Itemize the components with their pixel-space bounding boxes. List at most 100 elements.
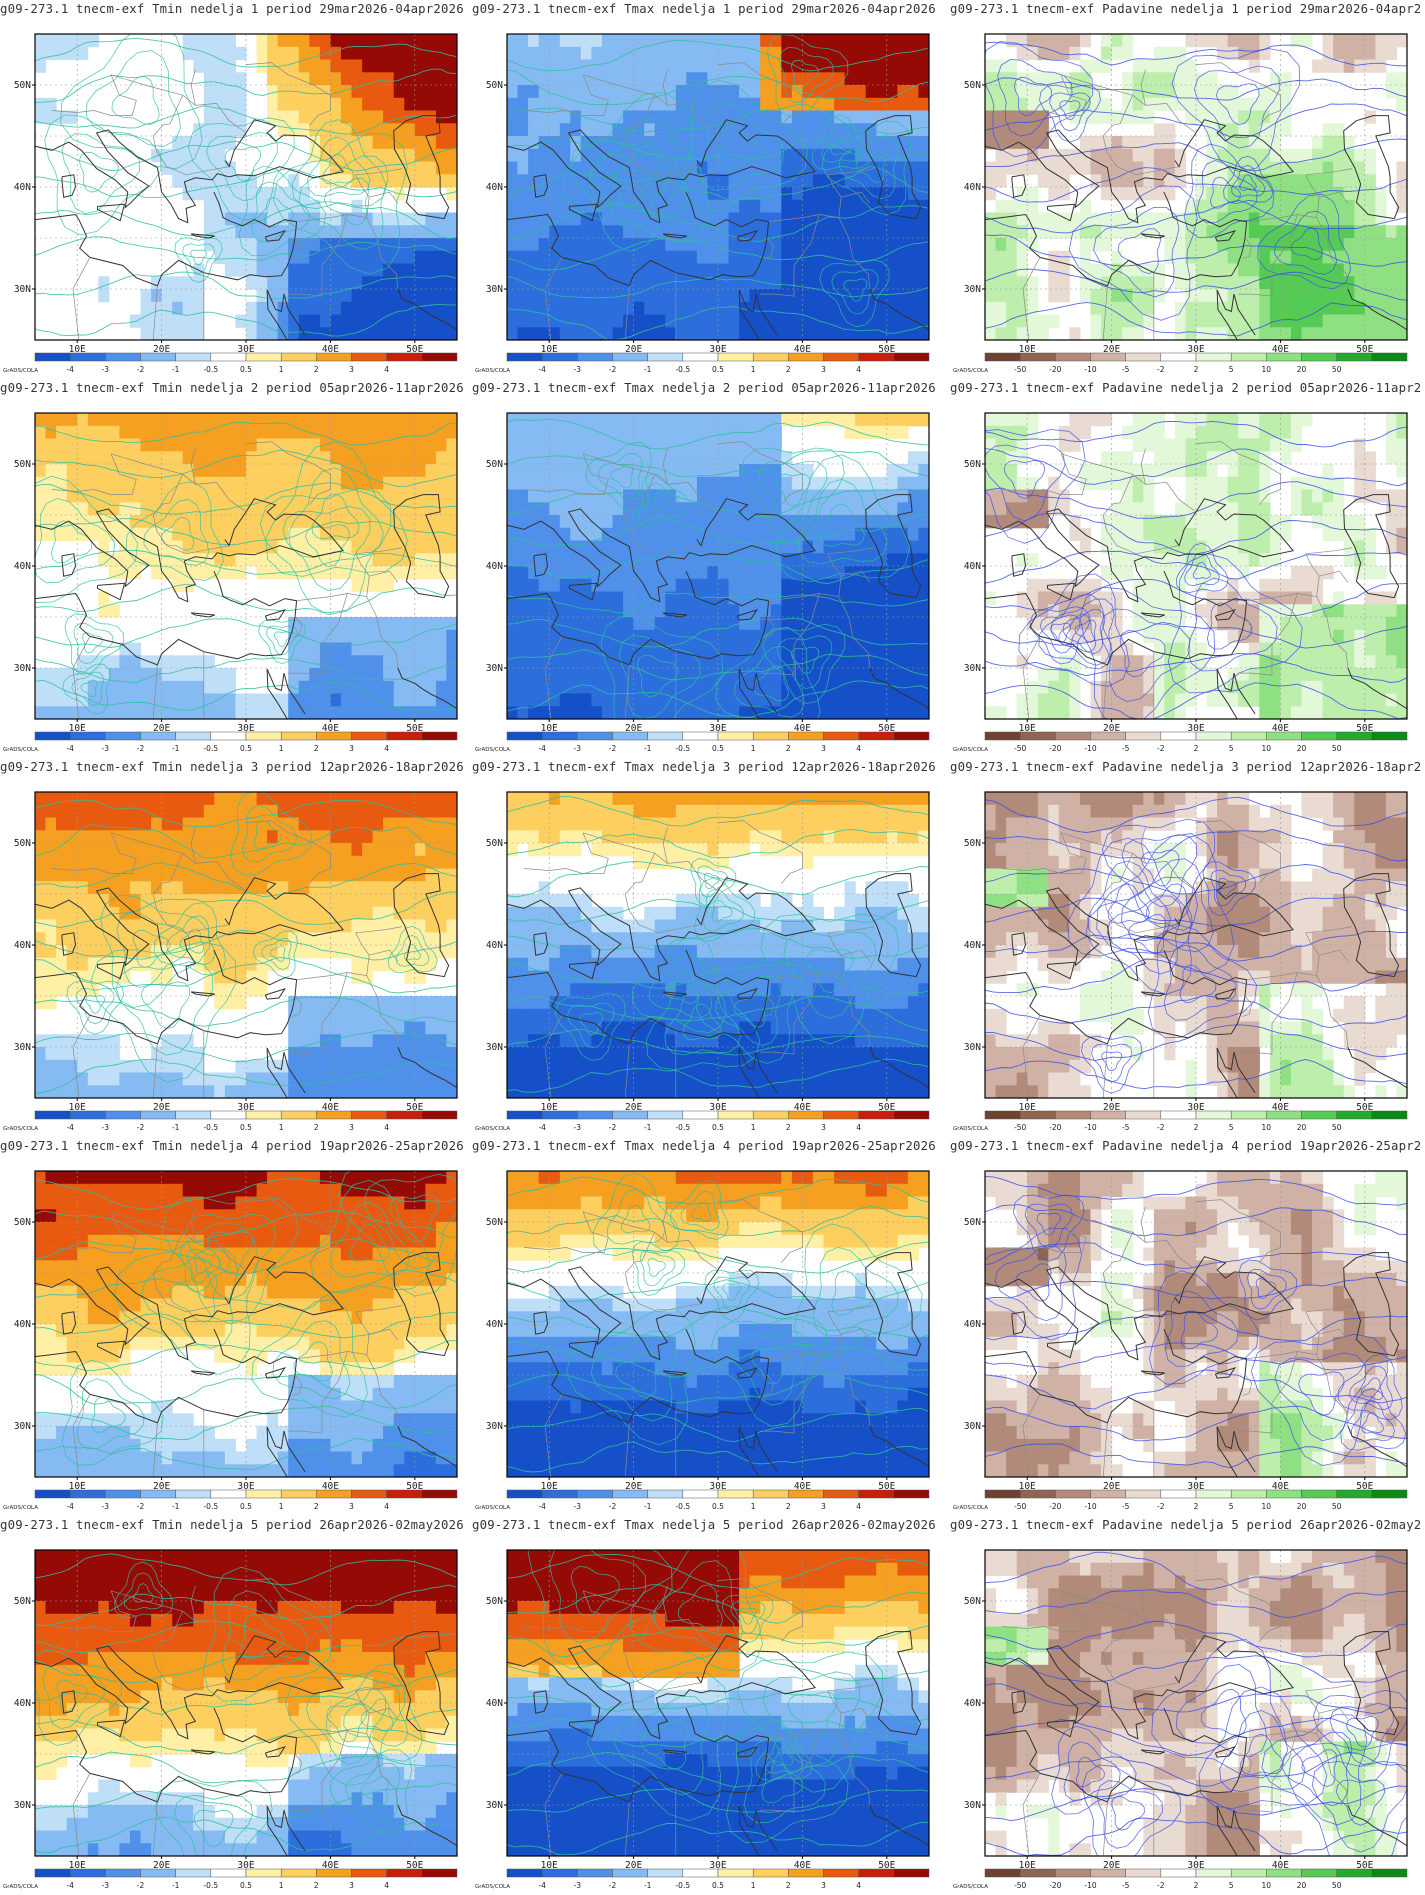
- colorbar-swatch: [245, 1489, 282, 1499]
- colorbar-label: 4: [384, 1502, 389, 1511]
- colorbar-label: -0.5: [675, 365, 690, 374]
- colorbar-label: -2: [609, 1502, 617, 1511]
- x-tick-label: 50E: [406, 1102, 423, 1113]
- anomaly-field: [985, 792, 1407, 1098]
- x-tick-label: 50E: [1356, 1481, 1373, 1492]
- colorbar-swatch: [858, 1110, 895, 1120]
- colorbar-swatch: [1090, 352, 1126, 362]
- y-tick-label: 30N: [14, 1421, 31, 1432]
- colorbar-swatch: [984, 1489, 1021, 1499]
- map-plot-6: 10E 20E 30E 40E 50E 50N 40N 30N: [964, 412, 1408, 734]
- x-tick-label: 10E: [69, 344, 86, 355]
- y-tick-label: 40N: [486, 1319, 503, 1330]
- colorbar-area: -4 -3 -2 -1 -0.5 0.5 1 2 3 4 GrADS/COLA: [472, 352, 944, 378]
- y-tick-label: 40N: [964, 561, 981, 572]
- colorbar: -50 -20 -10 -5 -2 2 5 10 20 50 GrADS/COLA: [953, 352, 1408, 374]
- anomaly-field: [507, 1171, 929, 1477]
- y-tick-label: 30N: [14, 1800, 31, 1811]
- colorbar-swatch: [1160, 1868, 1197, 1878]
- colorbar-swatch: [1019, 1110, 1056, 1120]
- colorbar-label: 2: [314, 1881, 319, 1890]
- colorbar-label: 50: [1332, 1881, 1342, 1890]
- colorbar-label: -3: [102, 1502, 110, 1511]
- colorbar-label: 1: [751, 1502, 756, 1511]
- grads-credit: GrADS/COLA: [953, 1505, 988, 1511]
- colorbar-swatch: [717, 731, 754, 741]
- colorbar-label: 50: [1332, 1502, 1342, 1511]
- colorbar-swatch: [788, 1110, 824, 1120]
- colorbar-swatch: [421, 352, 458, 362]
- panel-title: g09-273.1 tnecm-exf Padavine nedelja 4 p…: [950, 1139, 1422, 1153]
- x-tick-label: 30E: [1187, 1102, 1204, 1113]
- colorbar-label: -4: [538, 1881, 546, 1890]
- colorbar: -4 -3 -2 -1 -0.5 0.5 1 2 3 4 GrADS/COLA: [3, 1110, 458, 1132]
- forecast-panel-tmin-week-1: g09-273.1 tnecm-exf Tmin nedelja 1 perio…: [0, 0, 472, 378]
- y-tick-label: 50N: [486, 1217, 503, 1228]
- x-tick-label: 10E: [69, 1481, 86, 1492]
- colorbar-label: -0.5: [203, 1502, 218, 1511]
- colorbar-label: -50: [1014, 744, 1026, 753]
- x-tick-label: 30E: [237, 1102, 254, 1113]
- colorbar-area: -4 -3 -2 -1 -0.5 0.5 1 2 3 4 GrADS/COLA: [0, 1868, 472, 1894]
- map-area: 10E 20E 30E 40E 50E 50N 40N 30N: [950, 1536, 1422, 1876]
- map-plot-10: 10E 20E 30E 40E 50E 50N 40N 30N: [14, 1170, 458, 1492]
- y-tick-label: 40N: [964, 1319, 981, 1330]
- colorbar-area: -50 -20 -10 -5 -2 2 5 10 20 50 GrADS/COLA: [950, 352, 1422, 378]
- colorbar-swatch: [984, 1110, 1021, 1120]
- forecast-panel-padavine-week-5: g09-273.1 tnecm-exf Padavine nedelja 5 p…: [950, 1516, 1422, 1894]
- map-plot-4: 10E 20E 30E 40E 50E 50N 40N 30N: [14, 412, 458, 734]
- colorbar-area: -50 -20 -10 -5 -2 2 5 10 20 50 GrADS/COLA: [950, 1489, 1422, 1515]
- colorbar: -4 -3 -2 -1 -0.5 0.5 1 2 3 4 GrADS/COLA: [3, 1489, 458, 1511]
- y-tick-label: 50N: [14, 1596, 31, 1607]
- colorbar-swatch: [140, 731, 176, 741]
- colorbar-swatch: [893, 1868, 930, 1878]
- y-tick-label: 40N: [14, 1698, 31, 1709]
- colorbar-label: 4: [384, 365, 389, 374]
- y-tick-label: 30N: [486, 284, 503, 295]
- colorbar-swatch: [647, 352, 684, 362]
- colorbar-label: -3: [574, 744, 582, 753]
- y-tick-label: 50N: [964, 1217, 981, 1228]
- colorbar-swatch: [717, 352, 754, 362]
- colorbar-label: 20: [1297, 744, 1307, 753]
- panel-title: g09-273.1 tnecm-exf Tmax nedelja 4 perio…: [472, 1139, 936, 1153]
- colorbar-label: -1: [172, 365, 180, 374]
- colorbar-swatch: [577, 1489, 613, 1499]
- map-area: 10E 20E 30E 40E 50E 50N 40N 30N: [472, 1157, 944, 1497]
- colorbar-swatch: [69, 1868, 106, 1878]
- colorbar-label: -20: [1049, 1881, 1061, 1890]
- colorbar-swatch: [647, 1489, 684, 1499]
- x-tick-label: 30E: [709, 1102, 726, 1113]
- colorbar-swatch: [1125, 1110, 1162, 1120]
- colorbar-swatch: [647, 731, 684, 741]
- colorbar-swatch: [1336, 352, 1373, 362]
- x-tick-label: 50E: [1356, 1860, 1373, 1871]
- x-tick-label: 20E: [1103, 1481, 1120, 1492]
- colorbar: -4 -3 -2 -1 -0.5 0.5 1 2 3 4 GrADS/COLA: [475, 1110, 930, 1132]
- x-tick-label: 30E: [237, 344, 254, 355]
- colorbar-swatch: [1336, 1868, 1373, 1878]
- colorbar-swatch: [316, 1489, 352, 1499]
- colorbar-label: 2: [314, 365, 319, 374]
- colorbar-swatch: [541, 731, 578, 741]
- colorbar-swatch: [541, 1110, 578, 1120]
- colorbar-swatch: [105, 1868, 141, 1878]
- x-tick-label: 30E: [1187, 344, 1204, 355]
- colorbar-label: -5: [1122, 1502, 1130, 1511]
- map-plot-3: 10E 20E 30E 40E 50E 50N 40N 30N: [964, 33, 1408, 355]
- colorbar-swatch: [175, 731, 212, 741]
- colorbar-swatch: [506, 352, 543, 362]
- y-tick-label: 50N: [964, 459, 981, 470]
- map-area: 10E 20E 30E 40E 50E 50N 40N 30N: [0, 399, 472, 739]
- colorbar-label: 0.5: [240, 1881, 252, 1890]
- x-tick-label: 50E: [406, 1860, 423, 1871]
- map-plot-11: 10E 20E 30E 40E 50E 50N 40N 30N: [486, 1170, 930, 1492]
- colorbar-label: 1: [279, 1123, 284, 1132]
- grads-credit: GrADS/COLA: [475, 1884, 510, 1890]
- anomaly-field: [507, 1550, 929, 1856]
- grads-credit: GrADS/COLA: [953, 1884, 988, 1890]
- forecast-panel-tmin-week-2: g09-273.1 tnecm-exf Tmin nedelja 2 perio…: [0, 379, 472, 757]
- colorbar-swatch: [1090, 731, 1126, 741]
- grads-credit: GrADS/COLA: [475, 368, 510, 374]
- forecast-panel-tmax-week-3: g09-273.1 tnecm-exf Tmax nedelja 3 perio…: [472, 758, 944, 1136]
